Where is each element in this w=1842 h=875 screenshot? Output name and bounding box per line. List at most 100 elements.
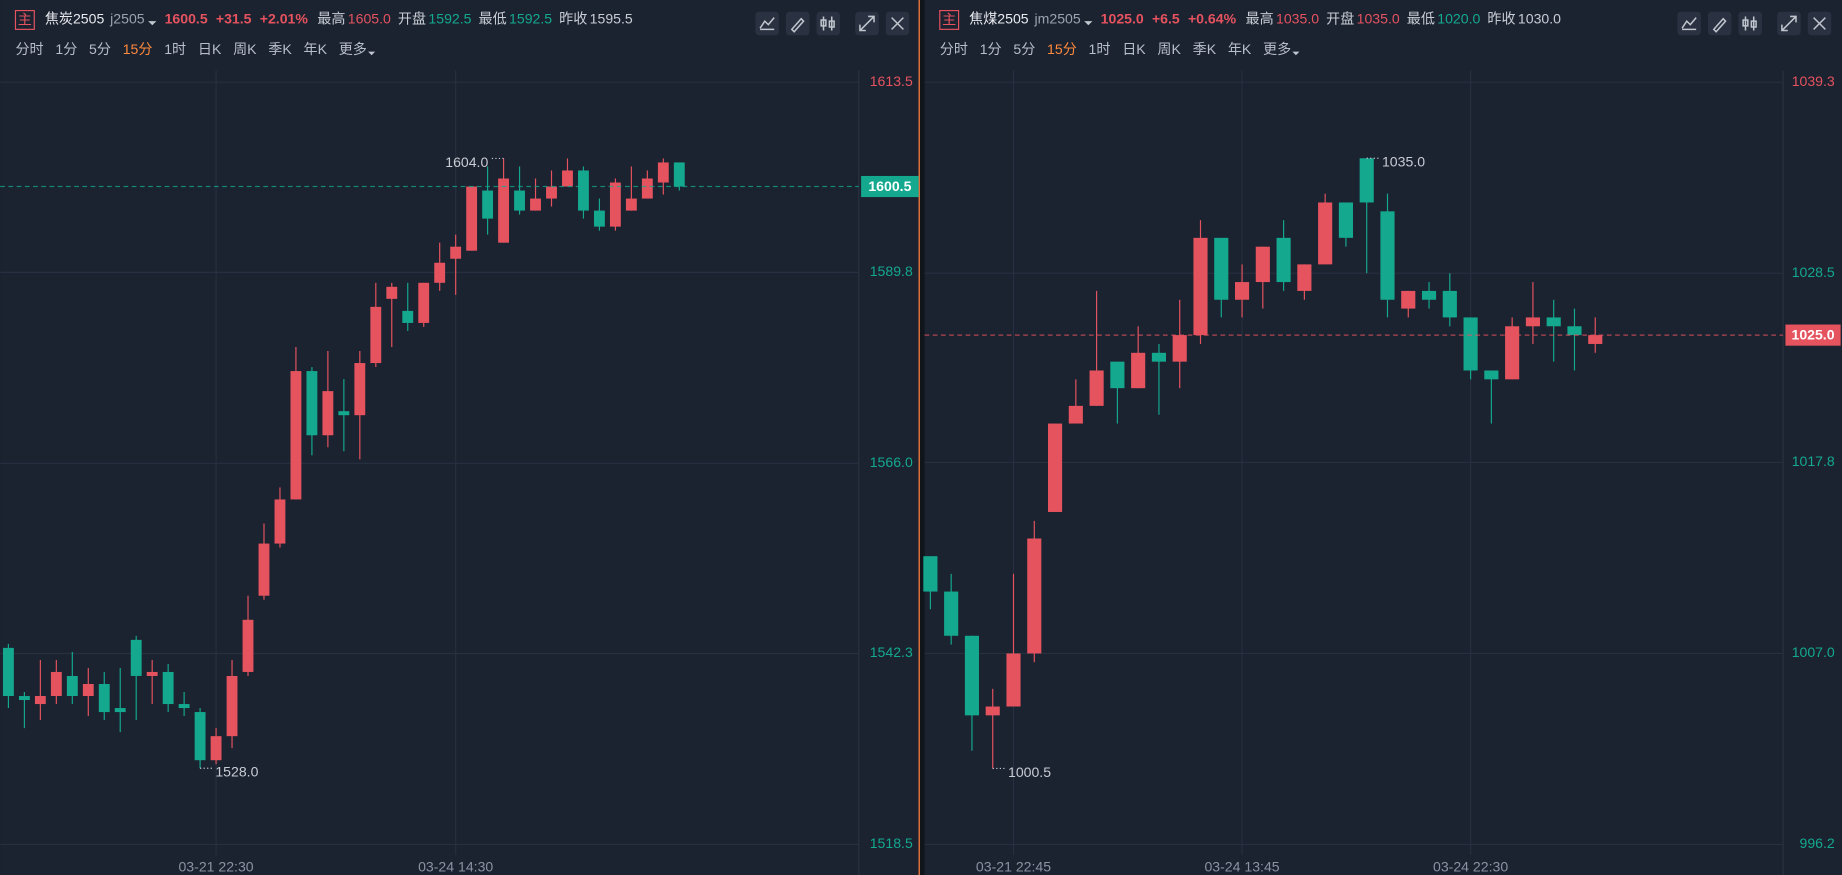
toolbar-icon[interactable] — [1742, 16, 1757, 31]
candle-body — [290, 371, 302, 500]
toolbar-icon[interactable] — [1813, 17, 1826, 30]
x-tick-label: 03-21 22:30 — [178, 859, 253, 875]
candle-body — [1442, 290, 1457, 318]
candle-body — [1214, 237, 1229, 300]
candle-body — [434, 262, 446, 283]
y-tick-label: 1566.0 — [870, 454, 913, 470]
candle-body — [1484, 370, 1499, 380]
toolbar-button[interactable] — [1738, 11, 1762, 36]
last-price-tag — [861, 175, 919, 198]
candle-body — [450, 246, 462, 259]
candle-body — [1525, 317, 1540, 327]
period-tab[interactable]: 5分 — [1013, 41, 1035, 57]
period-tab[interactable]: 1时 — [164, 41, 186, 57]
candle-body — [1068, 405, 1083, 424]
toolbar-icon[interactable] — [1712, 17, 1727, 33]
candle-body — [146, 671, 158, 676]
period-tab[interactable]: 1时 — [1089, 41, 1111, 57]
candle-body — [162, 671, 174, 705]
candle-body — [944, 591, 959, 636]
candle-body — [1297, 264, 1312, 291]
candle-body — [306, 371, 318, 436]
candle-body — [226, 675, 238, 737]
period-tab[interactable]: 周K — [233, 41, 257, 57]
period-more-caret[interactable] — [368, 51, 376, 56]
candle-body — [1027, 538, 1042, 654]
toolbar-button[interactable] — [816, 11, 840, 36]
candle-body — [1338, 202, 1353, 238]
period-more-caret[interactable] — [1292, 51, 1300, 56]
dropdown-caret[interactable] — [1084, 21, 1093, 26]
candle-body — [657, 162, 669, 183]
period-tab[interactable]: 1分 — [55, 41, 77, 57]
stat-label: 昨收 — [1487, 11, 1515, 27]
period-tab[interactable]: 季K — [268, 41, 292, 57]
period-tab[interactable]: 更多 — [1263, 41, 1291, 57]
toolbar-icon[interactable] — [891, 17, 904, 30]
period-tab[interactable]: 15分 — [123, 41, 153, 57]
period-tab[interactable]: 季K — [1193, 41, 1217, 57]
period-tab[interactable]: 日K — [198, 41, 222, 57]
stat-label: 最高 — [1246, 11, 1274, 27]
x-tick-label: 03-24 13:45 — [1204, 859, 1279, 875]
candle-body — [1234, 282, 1250, 300]
period-tab[interactable]: 分时 — [15, 41, 43, 57]
candle-body — [673, 162, 685, 187]
toolbar-icon[interactable] — [1781, 15, 1797, 32]
period-tab[interactable]: 年K — [1228, 41, 1252, 57]
candle-body — [18, 696, 30, 701]
toolbar-icon[interactable] — [859, 15, 875, 32]
candle-body — [1380, 211, 1395, 300]
toolbar-icon[interactable] — [1681, 17, 1697, 31]
period-tab[interactable]: 更多 — [339, 41, 367, 57]
last-price-tag — [1785, 324, 1841, 346]
candle-body — [1318, 202, 1333, 265]
last-price-tag-label: 1600.5 — [868, 178, 911, 194]
candle-body — [34, 696, 46, 705]
period-tab[interactable]: 1分 — [980, 41, 1002, 57]
high-annotation: 1035.0 — [1382, 154, 1425, 170]
market-icon — [14, 9, 35, 30]
period-tab[interactable]: 分时 — [940, 41, 968, 57]
price-change: +31.5 — [216, 11, 252, 27]
stat-value: 1595.5 — [590, 11, 633, 27]
candle-body — [1276, 237, 1291, 283]
toolbar-icon[interactable] — [790, 17, 805, 33]
candle-body — [98, 683, 110, 713]
candle-body — [1006, 653, 1021, 707]
y-tick-label: 1542.3 — [870, 644, 913, 660]
period-tab[interactable]: 年K — [304, 41, 328, 57]
stat-label: 最低 — [479, 11, 507, 27]
toolbar-icon[interactable] — [820, 16, 835, 31]
candle-body — [194, 712, 206, 761]
stat-label: 最低 — [1407, 11, 1435, 27]
candle-body — [82, 683, 94, 697]
x-tick-label: 03-24 14:30 — [418, 859, 493, 875]
stat-label: 开盘 — [1326, 11, 1354, 27]
stat-value: 1592.5 — [509, 11, 552, 27]
market-icon-label: 主 — [942, 11, 956, 27]
candle-body — [2, 647, 14, 697]
price-change-pct: +0.64% — [1188, 11, 1237, 27]
candle-body — [178, 704, 190, 709]
period-tab[interactable]: 15分 — [1047, 41, 1077, 57]
x-tick-label: 03-24 22:30 — [1433, 859, 1508, 875]
candle-body — [1193, 237, 1208, 336]
candle-body — [50, 671, 62, 697]
contract-code: jm2505 — [1034, 11, 1081, 27]
contract-name: 焦煤2505 — [969, 11, 1029, 27]
toolbar-icon[interactable] — [759, 17, 775, 31]
candle-body — [1089, 370, 1104, 406]
candle-body — [1567, 326, 1582, 336]
y-tick-label: 1017.8 — [1792, 453, 1835, 469]
candle-body — [562, 170, 573, 187]
period-tab[interactable]: 5分 — [89, 41, 111, 57]
candle-body — [530, 198, 541, 211]
period-tab[interactable]: 日K — [1122, 41, 1146, 57]
low-annotation: 1528.0 — [215, 764, 258, 780]
period-tab[interactable]: 周K — [1157, 41, 1181, 57]
dropdown-caret[interactable] — [148, 21, 157, 26]
candle-body — [1463, 317, 1478, 371]
market-icon-label: 主 — [18, 11, 32, 27]
